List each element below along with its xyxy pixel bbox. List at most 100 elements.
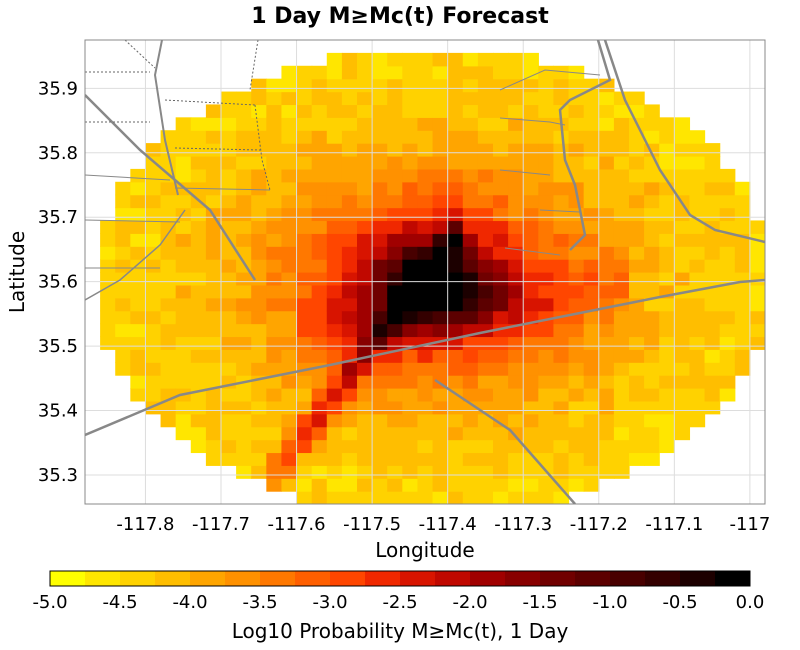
heatmap-cell (538, 65, 555, 80)
heatmap-cell (341, 439, 358, 454)
heatmap-cell (372, 362, 388, 376)
heatmap-cell (311, 156, 328, 170)
heatmap-cell (221, 400, 237, 415)
heatmap-cell (432, 297, 449, 312)
heatmap-cell (296, 246, 313, 260)
heatmap-cell (221, 336, 237, 350)
heatmap-cell (493, 272, 509, 286)
heatmap-cell (221, 426, 237, 441)
heatmap-cell (236, 400, 252, 415)
heatmap-cell (266, 478, 283, 492)
heatmap-cell (251, 207, 267, 222)
heatmap-cell (341, 143, 358, 157)
heatmap-cell (629, 362, 645, 376)
heatmap-cell (296, 323, 313, 338)
heatmap-cell (281, 413, 298, 428)
heatmap-cell (160, 297, 177, 312)
heatmap-cell (190, 168, 207, 183)
heatmap-cell (508, 297, 524, 312)
heatmap-cell (145, 233, 162, 247)
heatmap-cell (629, 233, 645, 247)
heatmap-cell (553, 91, 570, 106)
heatmap-cell (190, 336, 207, 350)
heatmap-cell (523, 323, 539, 338)
heatmap-cell (417, 233, 434, 247)
heatmap-cell (281, 478, 298, 492)
heatmap-cell (266, 362, 283, 376)
heatmap-cell (205, 284, 222, 299)
heatmap-cell (629, 91, 645, 106)
heatmap-cell (251, 91, 267, 106)
heatmap-cell (674, 168, 691, 183)
heatmap-cell (598, 400, 615, 415)
heatmap-cell (387, 143, 403, 157)
heatmap-cell (508, 156, 524, 170)
heatmap-cell (613, 439, 630, 454)
heatmap-cell (432, 465, 449, 479)
heatmap-cell (644, 259, 660, 273)
heatmap-cell (175, 130, 192, 144)
heatmap-cell (387, 452, 403, 466)
heatmap-cell (341, 233, 358, 247)
heatmap-cell (538, 168, 555, 183)
heatmap-cell (341, 117, 358, 131)
heatmap-cell (190, 117, 207, 131)
heatmap-cell (674, 259, 691, 273)
heatmap-cell (296, 297, 313, 312)
heatmap-cell (613, 452, 630, 466)
heatmap-cell (613, 168, 630, 183)
heatmap-cell (357, 452, 373, 466)
heatmap-cell (357, 65, 373, 80)
heatmap-cell (659, 426, 675, 441)
heatmap-cell (251, 323, 267, 338)
heatmap-cell (689, 143, 706, 157)
heatmap-cell (417, 194, 434, 209)
heatmap-cell (493, 65, 509, 80)
heatmap-cell (704, 156, 721, 170)
heatmap-cell (538, 272, 555, 286)
heatmap-cell (553, 284, 570, 299)
heatmap-cell (583, 233, 600, 247)
colorbar-swatch (610, 571, 646, 586)
heatmap-cell (719, 259, 736, 273)
heatmap-cell (462, 117, 479, 131)
heatmap-cell (160, 220, 177, 234)
heatmap-cell (130, 323, 147, 338)
heatmap-cell (644, 439, 660, 454)
heatmap-cell (372, 388, 388, 402)
heatmap-cell (432, 349, 449, 363)
heatmap-cell (568, 375, 585, 389)
heatmap-cell (719, 310, 736, 325)
heatmap-cell (402, 452, 419, 466)
heatmap-cell (447, 272, 464, 286)
heatmap-cell (417, 297, 434, 312)
heatmap-cell (402, 194, 419, 209)
heatmap-cell (508, 52, 524, 67)
heatmap-cell (447, 362, 464, 376)
heatmap-cell (205, 323, 222, 338)
heatmap-cell (221, 91, 237, 106)
heatmap-cell (145, 336, 162, 350)
heatmap-cell (357, 465, 373, 479)
heatmap-cell (160, 181, 177, 196)
heatmap-cell (644, 181, 660, 196)
heatmap-cell (598, 349, 615, 363)
heatmap-cell (583, 362, 600, 376)
heatmap-cell (145, 310, 162, 325)
heatmap-cell (719, 349, 736, 363)
heatmap-cell (266, 194, 283, 209)
heatmap-cell (477, 78, 494, 93)
heatmap-cell (644, 336, 660, 350)
heatmap-cell (583, 117, 600, 131)
heatmap-cell (115, 246, 131, 260)
heatmap-cell (100, 246, 116, 260)
heatmap-cell (372, 156, 388, 170)
heatmap-cell (402, 130, 419, 144)
heatmap-cell (145, 143, 162, 157)
heatmap-cell (296, 310, 313, 325)
heatmap-cell (598, 336, 615, 350)
heatmap-cell (402, 272, 419, 286)
heatmap-cell (447, 349, 464, 363)
heatmap-cell (190, 284, 207, 299)
